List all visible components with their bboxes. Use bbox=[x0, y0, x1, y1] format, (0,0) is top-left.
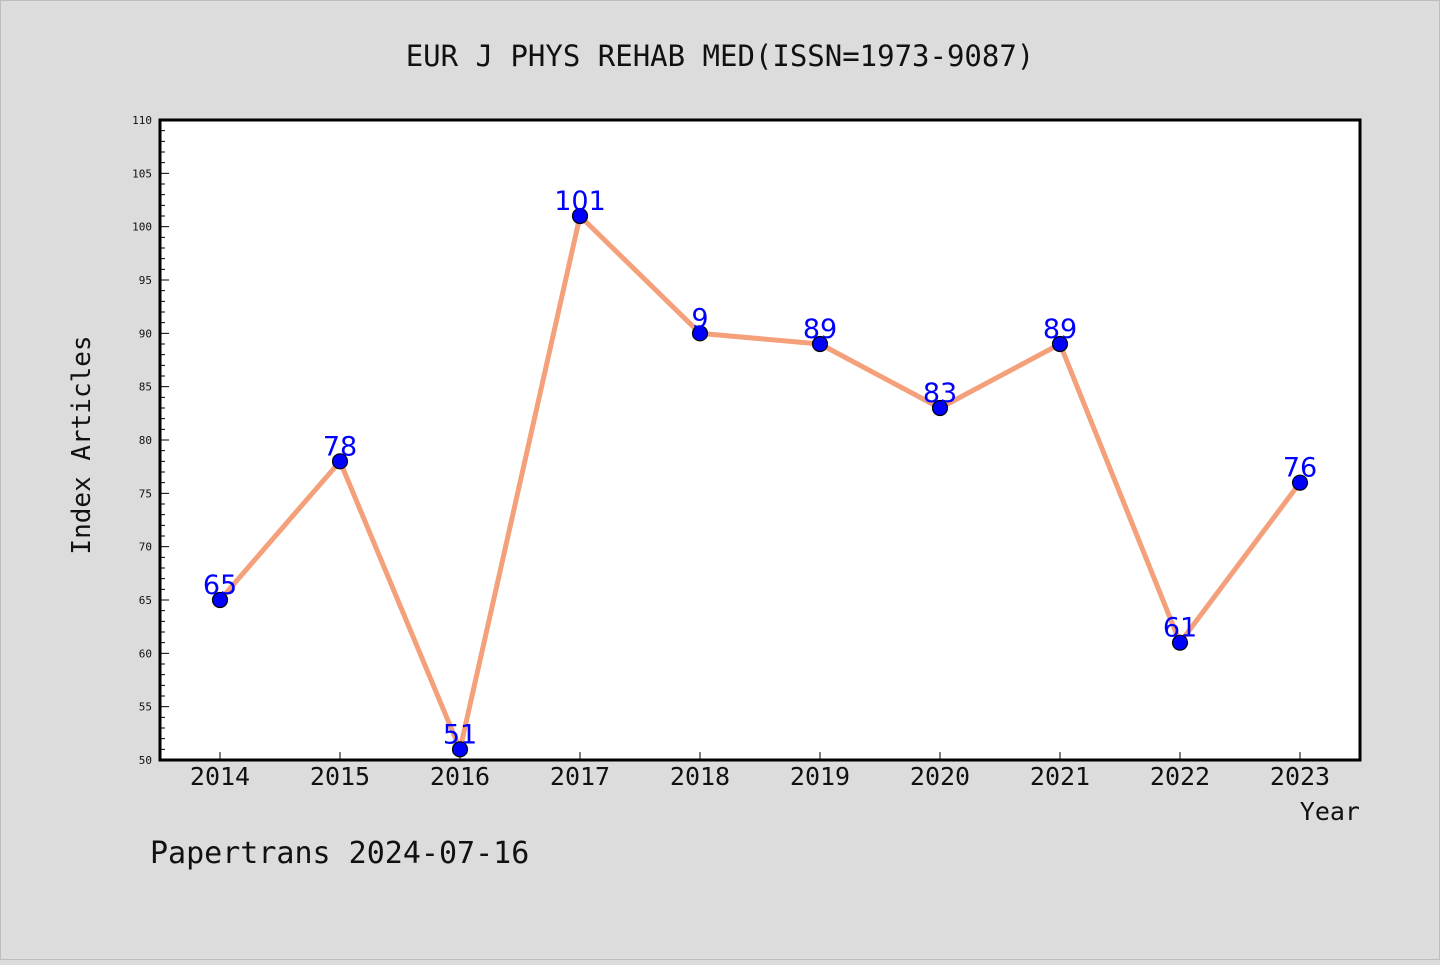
x-tick-label: 2018 bbox=[670, 762, 730, 791]
series-line-group bbox=[217, 213, 1303, 752]
x-tick-label: 2017 bbox=[550, 762, 610, 791]
x-tick-label: 2014 bbox=[190, 762, 250, 791]
data-point-marker bbox=[211, 591, 229, 609]
data-point-marker bbox=[451, 741, 469, 758]
data-point-marker bbox=[331, 453, 349, 470]
data-label: 89 bbox=[803, 314, 837, 345]
y-tick-label: 60 bbox=[139, 647, 152, 660]
data-label: 9 bbox=[691, 303, 708, 334]
data-label: 76 bbox=[1283, 453, 1317, 484]
plot-area bbox=[158, 118, 1362, 762]
y-tick-label: 105 bbox=[132, 167, 152, 180]
y-tick-label: 70 bbox=[139, 541, 152, 554]
data-label-group: 65 78 51 101 9 89 83 89 61 76 bbox=[203, 186, 1317, 750]
data-label: 65 bbox=[203, 570, 237, 601]
data-point-marker bbox=[1291, 474, 1309, 491]
data-point-marker bbox=[691, 325, 709, 342]
data-label: 101 bbox=[554, 186, 606, 217]
y-tick-label: 65 bbox=[139, 594, 152, 607]
data-label: 83 bbox=[923, 378, 957, 409]
y-axis-ticks: 50 55 60 65 70 75 80 85 90 95 100 105 110 bbox=[132, 114, 169, 767]
x-tick-label: 2021 bbox=[1030, 762, 1090, 791]
y-axis-label: Index Articles bbox=[67, 335, 97, 554]
y-tick-label: 90 bbox=[139, 327, 152, 340]
x-tick-label: 2015 bbox=[310, 762, 370, 791]
y-tick-label: 95 bbox=[139, 274, 152, 287]
data-label: 89 bbox=[1043, 314, 1077, 345]
data-point-marker bbox=[811, 335, 829, 353]
y-tick-label: 85 bbox=[139, 381, 152, 394]
footer-text: Papertrans 2024-07-16 bbox=[150, 836, 529, 871]
y-tick-label: 110 bbox=[132, 114, 152, 127]
data-label: 51 bbox=[443, 719, 477, 750]
x-axis-label: Year bbox=[1300, 797, 1360, 826]
x-tick-label: 2020 bbox=[910, 762, 970, 791]
y-tick-label: 75 bbox=[139, 487, 152, 500]
y-tick-label: 100 bbox=[132, 221, 152, 234]
series-line bbox=[217, 213, 1303, 752]
y-tick-label: 80 bbox=[139, 434, 152, 447]
x-axis-ticks: 2014 2015 2016 2017 2018 2019 2020 2021 2022 2023 bbox=[190, 752, 1330, 791]
marker-group bbox=[211, 207, 1309, 758]
data-label: 78 bbox=[323, 431, 357, 462]
data-point-marker bbox=[571, 207, 589, 225]
x-tick-label: 2019 bbox=[790, 762, 850, 791]
chart-title: EUR J PHYS REHAB MED(ISSN=1973-9087) bbox=[406, 39, 1035, 73]
data-label: 61 bbox=[1163, 613, 1197, 644]
data-point-marker bbox=[1171, 634, 1189, 651]
x-tick-label: 2022 bbox=[1150, 762, 1210, 791]
y-tick-label: 50 bbox=[139, 754, 152, 767]
x-tick-label: 2023 bbox=[1270, 762, 1330, 791]
data-point-marker bbox=[1051, 335, 1069, 353]
data-point-marker bbox=[931, 399, 949, 417]
y-tick-label: 55 bbox=[139, 701, 152, 714]
x-tick-label: 2016 bbox=[430, 762, 490, 791]
